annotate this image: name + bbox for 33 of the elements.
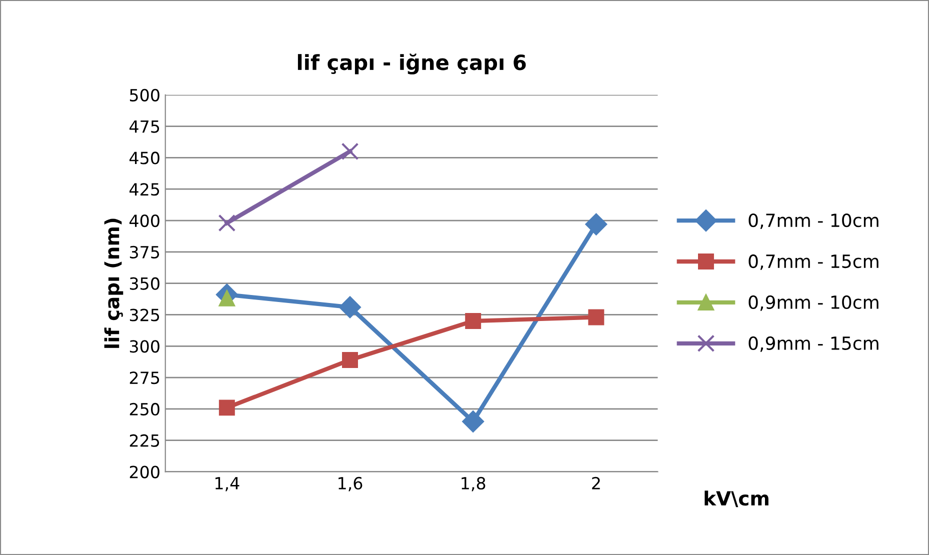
y-tick-label: 200 — [130, 466, 160, 478]
point — [462, 410, 484, 432]
point — [339, 296, 361, 318]
legend-label: 0,9mm - 10cm — [748, 295, 878, 311]
point — [218, 400, 235, 416]
y-tick-label: 450 — [130, 152, 160, 164]
y-tick-label: 300 — [130, 340, 160, 353]
y-tick-label: 350 — [130, 277, 160, 290]
y-tick-label: 250 — [130, 402, 160, 416]
point — [465, 313, 482, 329]
chart-title: lif çapı - iğne çapı 6 — [298, 54, 526, 74]
legend-label: 0,7mm - 10cm — [748, 213, 878, 229]
x-tick-label: 1,4 — [215, 477, 240, 492]
point — [588, 309, 604, 326]
point — [585, 213, 608, 236]
y-tick-label: 425 — [130, 183, 160, 196]
y-tick-label: 275 — [130, 372, 160, 384]
y-axis-title: lif çapı (nm) — [104, 218, 124, 348]
y-tick-label: 375 — [130, 246, 160, 258]
y-tick-label: 500 — [130, 88, 160, 102]
x-tick-label: 2 — [592, 476, 600, 490]
x-tick-label: 1,8 — [462, 476, 486, 492]
x-tick-label: 1,6 — [338, 476, 362, 492]
y-tick-label: 475 — [130, 120, 160, 133]
legend-label: 0,7mm - 15cm — [748, 254, 878, 270]
y-tick-label: 400 — [130, 214, 160, 228]
x-axis-title: kV\cm — [704, 490, 768, 508]
point — [218, 214, 236, 232]
y-tick-label: 225 — [130, 434, 160, 447]
legend-label: 0,9mm - 15cm — [748, 336, 878, 352]
y-tick-label: 325 — [130, 308, 160, 322]
point — [342, 352, 358, 368]
point — [341, 142, 359, 160]
